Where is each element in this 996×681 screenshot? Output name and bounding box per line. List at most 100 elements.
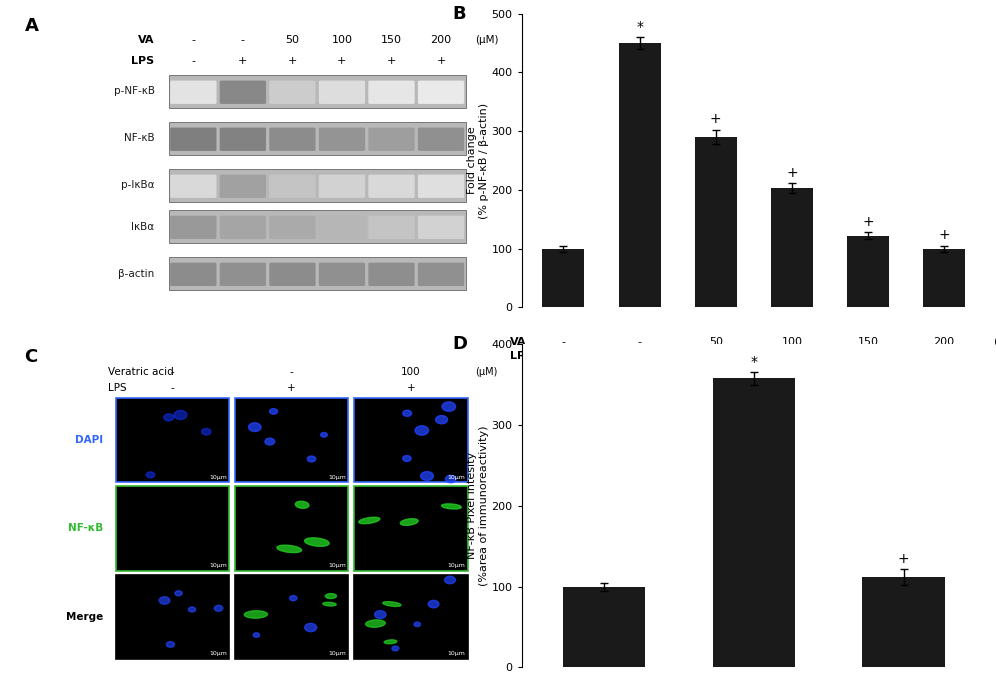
FancyBboxPatch shape: [168, 170, 466, 202]
Circle shape: [253, 633, 260, 637]
FancyBboxPatch shape: [269, 127, 316, 151]
Circle shape: [415, 426, 428, 435]
Circle shape: [265, 438, 275, 445]
Text: (μM): (μM): [475, 35, 499, 45]
Text: +: +: [406, 383, 415, 393]
Circle shape: [435, 415, 447, 424]
Ellipse shape: [323, 602, 337, 606]
Circle shape: [442, 402, 455, 411]
Text: +: +: [436, 56, 446, 65]
Bar: [563, 586, 645, 667]
Text: +: +: [711, 351, 720, 362]
Text: VA: VA: [510, 336, 527, 347]
Text: +: +: [238, 56, 248, 65]
Bar: [619, 43, 660, 307]
Text: +: +: [863, 215, 873, 229]
Text: 100: 100: [332, 35, 353, 45]
Bar: [863, 577, 945, 667]
Circle shape: [428, 601, 439, 608]
FancyBboxPatch shape: [170, 263, 216, 286]
FancyBboxPatch shape: [220, 127, 266, 151]
Circle shape: [414, 622, 420, 627]
Ellipse shape: [326, 594, 337, 599]
Ellipse shape: [382, 601, 401, 607]
Text: -: -: [562, 351, 566, 362]
Text: 200: 200: [933, 336, 955, 347]
Text: 10μm: 10μm: [447, 563, 465, 568]
FancyBboxPatch shape: [168, 123, 466, 155]
Text: -: -: [170, 367, 174, 377]
FancyBboxPatch shape: [168, 257, 466, 289]
Circle shape: [248, 423, 261, 432]
Text: +: +: [386, 56, 396, 65]
Text: +: +: [787, 351, 797, 362]
FancyBboxPatch shape: [235, 486, 349, 571]
FancyBboxPatch shape: [170, 80, 216, 104]
Bar: [847, 236, 889, 307]
FancyBboxPatch shape: [168, 76, 466, 108]
Text: +: +: [938, 228, 950, 242]
Text: IκBα: IκBα: [131, 221, 154, 232]
FancyBboxPatch shape: [418, 80, 464, 104]
FancyBboxPatch shape: [369, 127, 414, 151]
Text: D: D: [452, 334, 467, 353]
Circle shape: [420, 471, 433, 481]
Y-axis label: Fold change
(% p-NF-κB / β-actin): Fold change (% p-NF-κB / β-actin): [467, 102, 489, 219]
Circle shape: [374, 611, 386, 618]
Y-axis label: NF-κB Pixel intesity
(%area of immunoreactivity): NF-κB Pixel intesity (%area of immunorea…: [467, 426, 489, 586]
Text: 10μm: 10μm: [447, 652, 465, 656]
Circle shape: [444, 576, 455, 584]
Text: *: *: [636, 20, 643, 33]
Circle shape: [445, 475, 456, 483]
Text: *: *: [750, 355, 757, 368]
Text: 50: 50: [709, 336, 723, 347]
Bar: [695, 137, 737, 307]
Circle shape: [166, 642, 174, 648]
Text: 10μm: 10μm: [209, 475, 227, 480]
FancyBboxPatch shape: [235, 575, 349, 659]
Text: 200: 200: [430, 35, 451, 45]
Text: -: -: [170, 383, 174, 393]
Text: β-actin: β-actin: [119, 268, 154, 279]
FancyBboxPatch shape: [220, 263, 266, 286]
Text: 100: 100: [401, 367, 420, 377]
Text: 10μm: 10μm: [209, 563, 227, 568]
FancyBboxPatch shape: [319, 127, 366, 151]
FancyBboxPatch shape: [418, 216, 464, 239]
FancyBboxPatch shape: [170, 174, 216, 198]
Circle shape: [201, 428, 211, 435]
FancyBboxPatch shape: [369, 174, 414, 198]
Text: 10μm: 10μm: [329, 475, 347, 480]
Text: 10μm: 10μm: [209, 652, 227, 656]
FancyBboxPatch shape: [319, 80, 366, 104]
FancyBboxPatch shape: [269, 174, 316, 198]
Text: +: +: [897, 552, 909, 566]
Ellipse shape: [441, 504, 461, 509]
Circle shape: [188, 607, 195, 612]
FancyBboxPatch shape: [269, 263, 316, 286]
Text: 150: 150: [858, 336, 878, 347]
Text: -: -: [290, 367, 294, 377]
Ellipse shape: [400, 519, 418, 525]
FancyBboxPatch shape: [168, 210, 466, 242]
Ellipse shape: [366, 620, 385, 627]
Text: 150: 150: [381, 35, 402, 45]
Ellipse shape: [384, 640, 396, 644]
FancyBboxPatch shape: [170, 127, 216, 151]
Text: 50: 50: [286, 35, 300, 45]
Text: +: +: [864, 351, 872, 362]
Text: +: +: [287, 383, 296, 393]
FancyBboxPatch shape: [369, 263, 414, 286]
Text: LPS: LPS: [510, 351, 533, 362]
Circle shape: [174, 411, 187, 419]
Text: -: -: [191, 56, 195, 65]
Circle shape: [402, 410, 411, 416]
Text: 10μm: 10μm: [329, 652, 347, 656]
Circle shape: [290, 596, 297, 601]
FancyBboxPatch shape: [319, 174, 366, 198]
Circle shape: [163, 414, 173, 421]
Text: +: +: [288, 56, 297, 65]
Text: (μM): (μM): [475, 367, 497, 377]
FancyBboxPatch shape: [369, 80, 414, 104]
FancyBboxPatch shape: [269, 80, 316, 104]
